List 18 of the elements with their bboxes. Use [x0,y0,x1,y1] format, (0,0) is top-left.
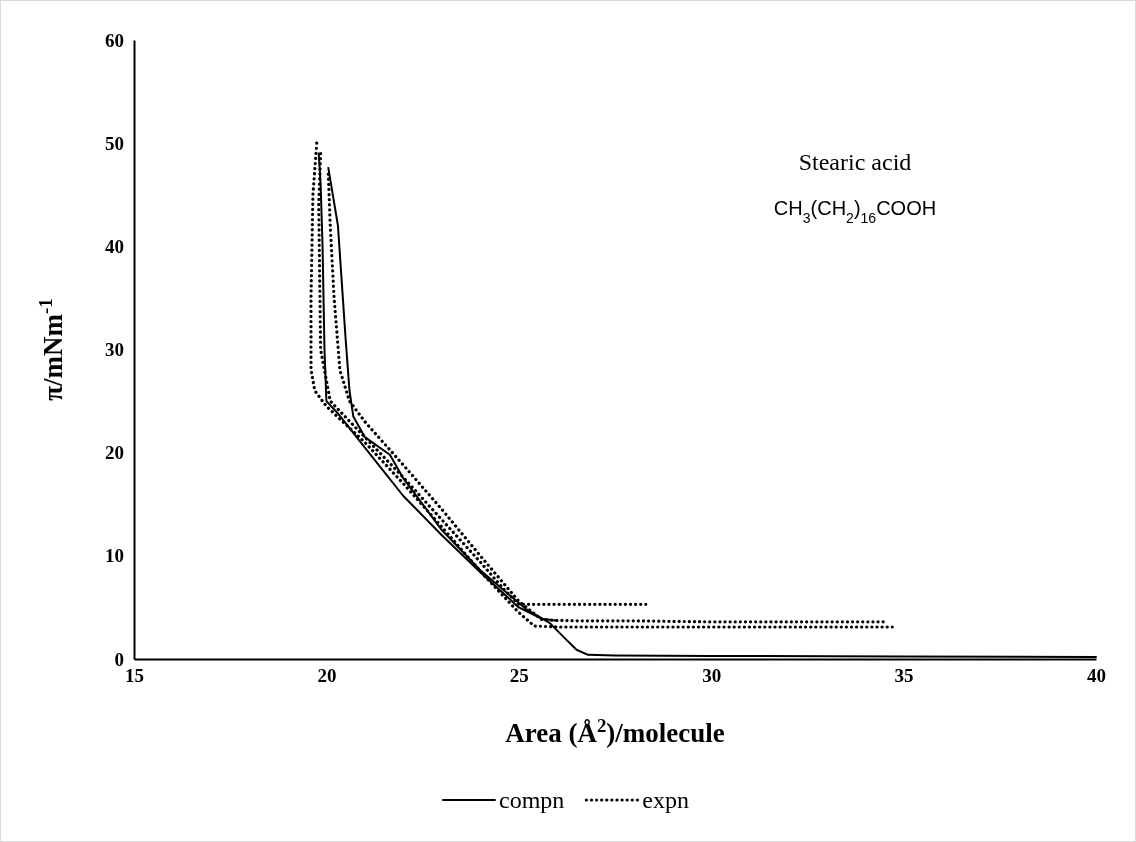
y-tick-label: 30 [105,339,124,361]
y-tick-label: 50 [105,132,124,154]
y-tick-label: 60 [105,29,124,51]
x-tick-label: 25 [509,665,529,687]
x-tick-label: 35 [894,665,914,687]
y-tick-label: 0 [114,648,124,670]
y-tick-label: 10 [105,545,124,567]
y-tick-label: 40 [105,235,124,257]
x-tick-label: 15 [125,665,144,687]
annotation: Stearic acid [798,149,912,175]
legend-label: compn [499,787,565,813]
x-tick-label: 20 [317,665,337,687]
x-tick-label: 40 [1087,665,1106,687]
x-tick-label: 30 [702,665,722,687]
x-axis-title: Area (Å$^{2}$)/molecule [505,714,725,748]
legend-label: expn [642,787,689,813]
annotation: CH$_{3}$(CH$_{2}$)$_{16}$COOH [773,197,937,226]
y-tick-label: 20 [105,442,124,464]
